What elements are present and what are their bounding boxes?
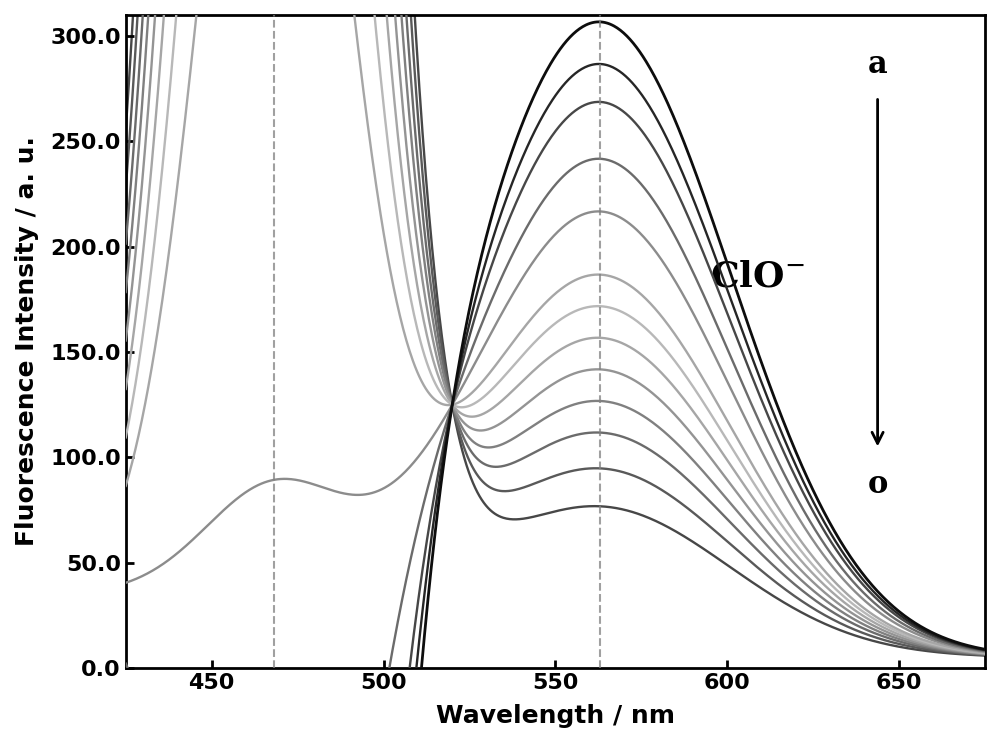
Text: a: a xyxy=(868,49,887,80)
Text: o: o xyxy=(867,469,888,500)
X-axis label: Wavelength / nm: Wavelength / nm xyxy=(436,704,675,728)
Y-axis label: Fluorescence Intensity / a. u.: Fluorescence Intensity / a. u. xyxy=(15,137,39,546)
Text: ClO$^{-}$: ClO$^{-}$ xyxy=(710,259,805,293)
